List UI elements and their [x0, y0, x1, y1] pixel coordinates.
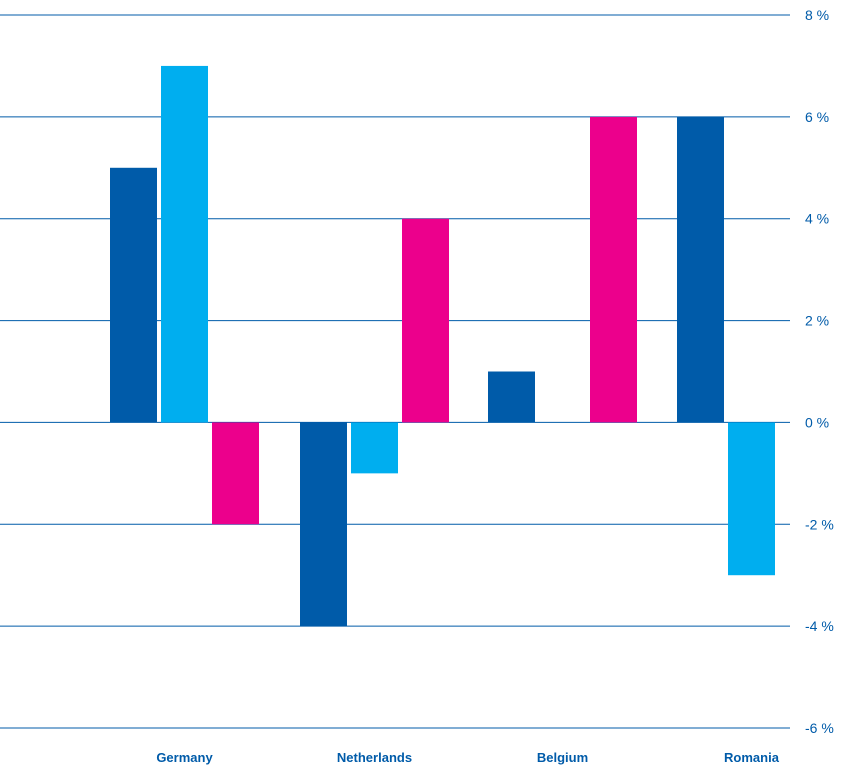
y-tick-label: 2 % [805, 313, 829, 329]
bar-netherlands-series-1 [300, 422, 347, 627]
bar-germany-series-3 [212, 422, 259, 525]
bar-belgium-series-1 [488, 371, 535, 423]
bar-romania-series-1 [677, 116, 724, 423]
y-tick-label: 0 % [805, 414, 829, 430]
bar-germany-series-1 [110, 167, 157, 423]
bar-belgium-series-3 [590, 116, 637, 423]
y-tick-label: 8 % [805, 7, 829, 23]
category-label-germany: Germany [156, 750, 213, 765]
category-label-netherlands: Netherlands [337, 750, 412, 765]
category-label-belgium: Belgium [537, 750, 588, 765]
y-tick-label: -6 % [805, 720, 834, 736]
y-axis-ticks: -6 % -4 % -2 % 0 % 2 % 4 % 6 % 8 % [805, 7, 834, 736]
bars [110, 65, 775, 627]
y-tick-label: -4 % [805, 618, 834, 634]
bar-netherlands-series-2 [351, 422, 398, 474]
y-tick-label: 6 % [805, 109, 829, 125]
category-label-romania: Romania [724, 750, 780, 765]
bar-netherlands-series-3 [402, 218, 449, 423]
x-axis-categories: Germany Netherlands Belgium Romania [156, 750, 779, 765]
y-tick-label: -2 % [805, 516, 834, 532]
y-tick-label: 4 % [805, 211, 829, 227]
bar-romania-series-2 [728, 422, 775, 576]
bar-germany-series-2 [161, 65, 208, 423]
